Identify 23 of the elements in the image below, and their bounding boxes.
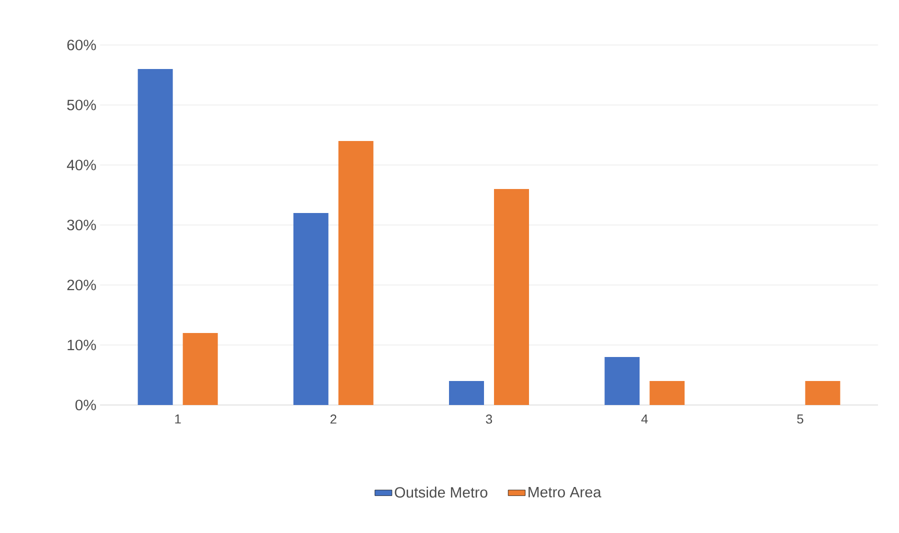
y-tick-label: 60%	[67, 40, 96, 50]
bar	[293, 212, 328, 405]
x-tick-label: 5	[797, 414, 804, 424]
bar	[182, 333, 218, 405]
y-tick-label: 30%	[67, 220, 96, 230]
bar	[138, 68, 173, 405]
bar	[650, 381, 685, 405]
x-tick-label: 4	[641, 414, 648, 424]
legend-label: Metro Area	[528, 486, 602, 498]
x-tick-label: 1	[175, 414, 181, 424]
bar	[805, 381, 840, 405]
x-tick-label: 2	[330, 414, 336, 424]
y-tick-label: 20%	[67, 280, 96, 290]
y-tick-label: 10%	[68, 340, 96, 350]
bar	[449, 381, 484, 405]
legend-label: Outside Metro	[394, 486, 488, 498]
bar	[604, 357, 640, 405]
x-tick-label: 3	[486, 414, 492, 424]
y-tick-label: 0%	[75, 400, 96, 410]
y-tick-label: 40%	[66, 160, 96, 170]
bar	[494, 188, 530, 405]
y-tick-label: 50%	[67, 100, 96, 110]
bar	[338, 140, 374, 405]
